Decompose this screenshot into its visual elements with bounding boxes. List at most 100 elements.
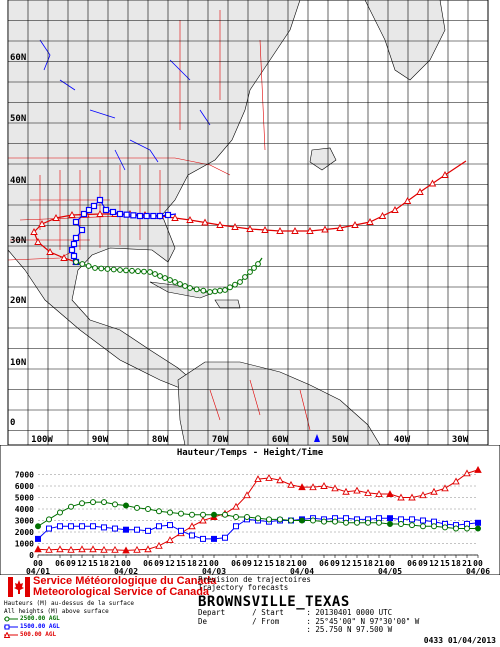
series-point [431, 523, 437, 530]
series-point [298, 483, 306, 491]
series-point [56, 545, 64, 553]
series-point [199, 516, 207, 524]
square-marker [80, 210, 88, 218]
series-point [189, 511, 195, 518]
x-day-label: 04/06 [466, 567, 490, 575]
circle-marker [117, 267, 123, 273]
series-point [144, 545, 152, 553]
newfoundland-land [309, 147, 337, 171]
circle-marker [73, 259, 79, 265]
circle-marker [152, 271, 158, 277]
series-point [375, 490, 383, 497]
x-day-label: 04/05 [378, 567, 402, 575]
series-point [35, 523, 41, 530]
triangle-marker [403, 197, 412, 204]
series-point [364, 488, 372, 496]
profile-series [34, 465, 482, 554]
series-point [320, 482, 328, 489]
x-tick-label: 06 [407, 559, 417, 568]
series-point [46, 525, 52, 532]
circle-marker [182, 283, 188, 289]
series-point [287, 480, 295, 488]
series-point [134, 504, 140, 511]
trajectory-1500-markers [68, 196, 172, 266]
series-point [133, 545, 141, 553]
legend-item-500: 500.00 AGL [4, 631, 134, 639]
series-point [409, 522, 415, 529]
lat-label: 10N [10, 358, 26, 368]
map-small-marker [314, 434, 320, 442]
series-point [332, 518, 338, 525]
square-marker [72, 234, 80, 242]
square-marker [90, 202, 98, 210]
series-point [178, 527, 184, 534]
legend-item-1500: 1500.00 AGL [4, 623, 134, 631]
series-point [211, 511, 217, 518]
x-tick-label: 09 [242, 559, 252, 568]
x-tick-label: 12 [429, 559, 439, 568]
series-point [276, 476, 284, 484]
series-point [167, 509, 173, 516]
triangle-marker [96, 210, 104, 217]
series-point [353, 486, 361, 494]
series-point [233, 514, 239, 521]
series-point [35, 535, 41, 542]
lake-outlines [39, 39, 211, 171]
profile-y-ticks: 0 1000 2000 3000 4000 5000 6000 7000 [15, 471, 34, 561]
x-tick-label: 21 [286, 559, 296, 568]
lon-label: 60W [272, 435, 289, 445]
series-point [232, 502, 240, 510]
series-point [89, 545, 97, 553]
triangle-marker [416, 188, 424, 195]
triangle-marker [291, 227, 299, 234]
x-tick-label: 15 [440, 559, 450, 568]
series-point [134, 526, 140, 533]
lon-label: 80W [152, 435, 169, 445]
series-point [254, 475, 262, 483]
circle-marker [212, 288, 218, 295]
x-tick-label: 00 [385, 559, 395, 568]
series-point [310, 517, 316, 524]
circle-marker [251, 265, 257, 271]
series-point [200, 511, 206, 518]
circle-marker [177, 281, 183, 287]
x-tick-label: 00 [33, 559, 43, 568]
series-point [419, 491, 427, 499]
circle-marker [222, 287, 228, 293]
series-point [299, 517, 305, 524]
lat-label: 40N [10, 176, 26, 186]
series-point [111, 545, 119, 553]
circle-marker [85, 263, 92, 269]
series-point [420, 517, 426, 524]
series-point [178, 510, 184, 517]
triangle-marker [38, 220, 46, 227]
triangle-marker [68, 211, 76, 218]
series-point [409, 516, 415, 523]
triangle-marker [52, 214, 60, 221]
x-tick-label: 12 [341, 559, 351, 568]
series-point [222, 511, 228, 518]
series-point [420, 523, 426, 530]
series-point [45, 545, 53, 553]
circle-marker [123, 267, 129, 274]
x-tick-label: 00 [209, 559, 219, 568]
south-america-land [177, 361, 381, 445]
x-tick-label: 12 [77, 559, 87, 568]
circle-marker-icon [4, 616, 18, 622]
square-marker [68, 246, 76, 254]
y-tick-label: 1000 [15, 540, 34, 549]
circle-marker [167, 277, 173, 283]
series-point [365, 519, 371, 526]
canada-flag-icon [8, 577, 30, 597]
x-tick-label: 18 [275, 559, 285, 568]
series-point [78, 545, 86, 553]
series-point [463, 469, 471, 477]
x-tick-label: 21 [198, 559, 208, 568]
triangle-marker [276, 227, 284, 234]
trajectory-2500-agl [73, 257, 263, 295]
canada-provinces [179, 10, 266, 151]
x-tick-label: 06 [231, 559, 241, 568]
height-time-chart: Hauteur/Temps - Height/Time 0 1000 2000 300… [0, 445, 500, 575]
series-point [145, 506, 151, 512]
